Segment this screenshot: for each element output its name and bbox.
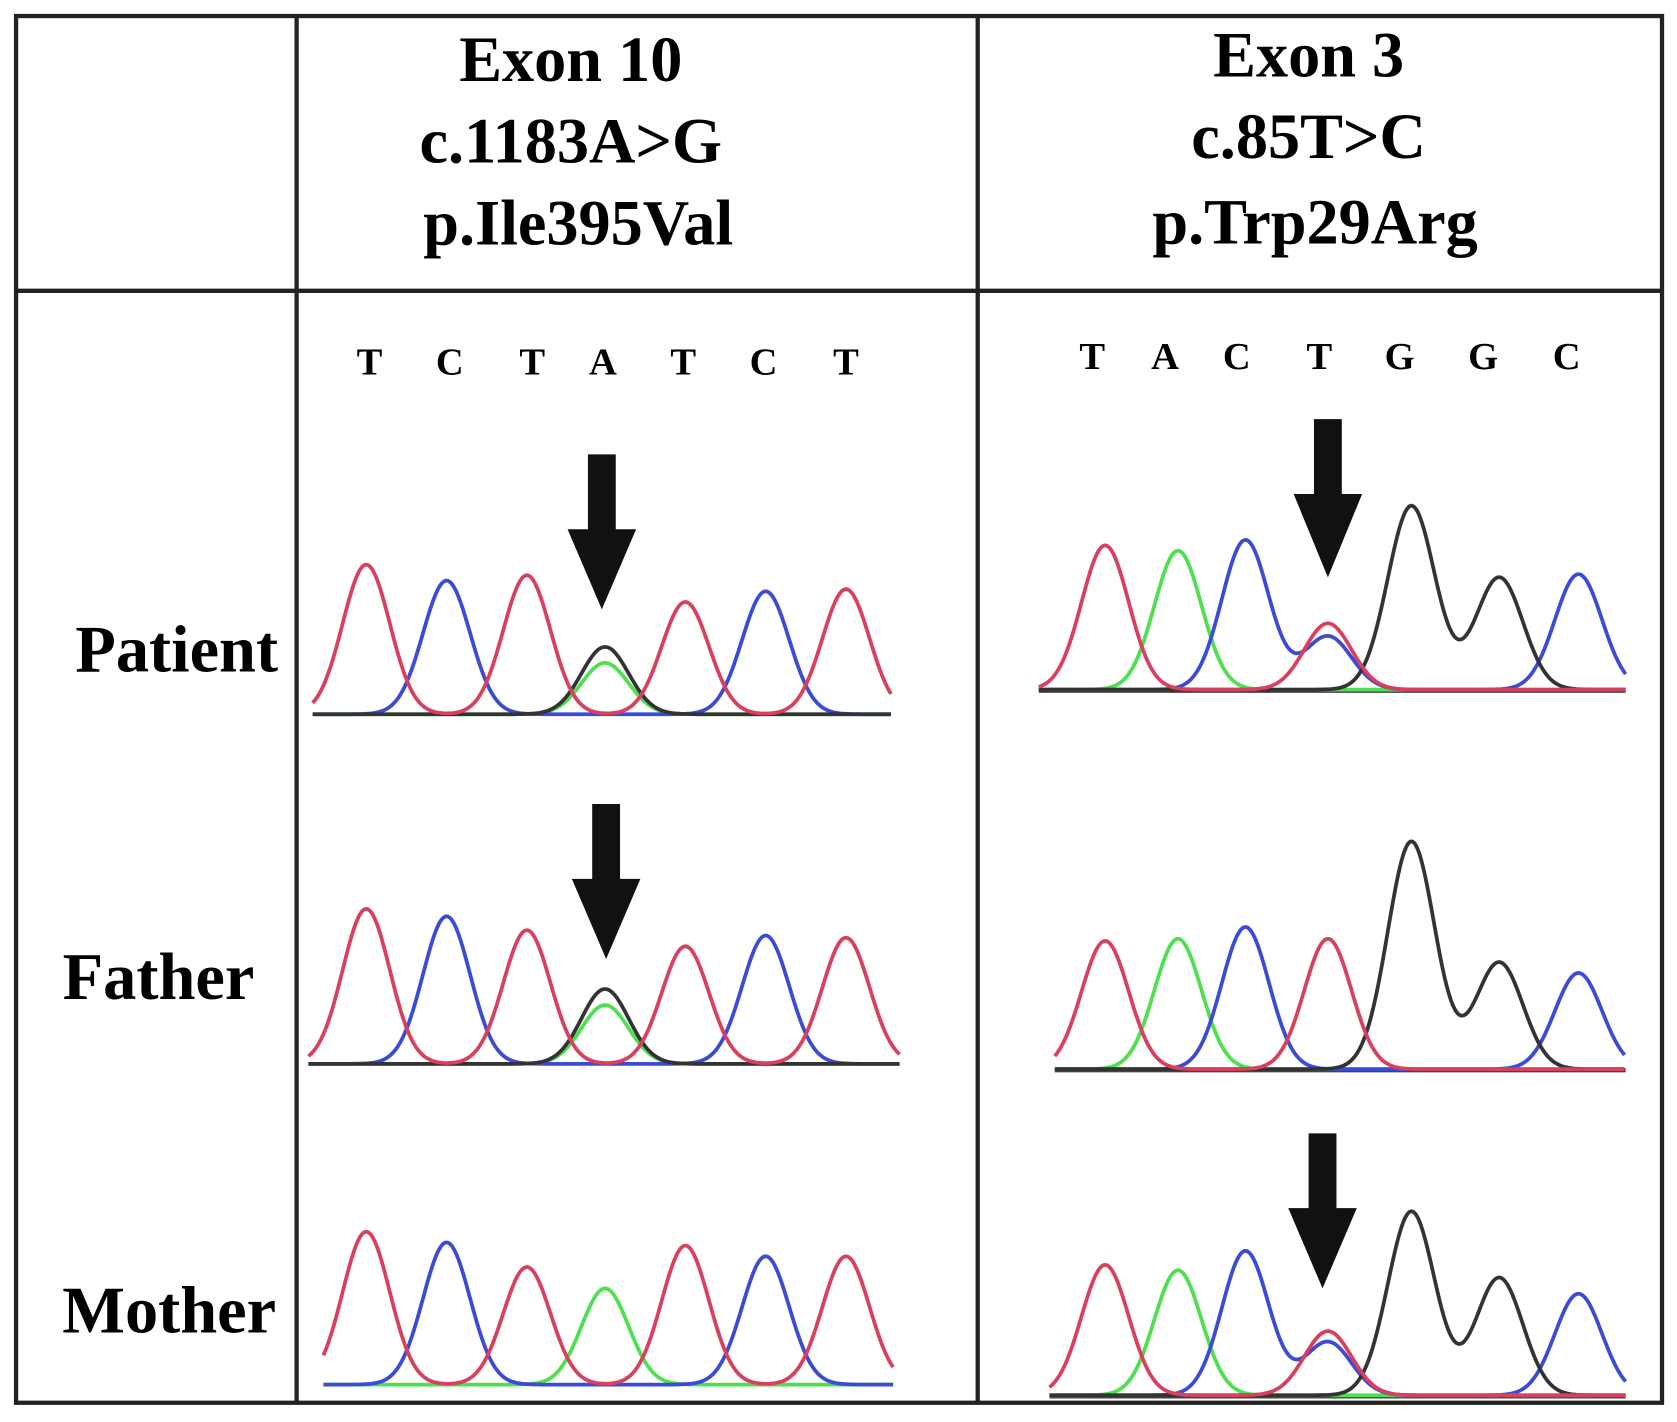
trace bbox=[323, 1240, 894, 1387]
trace bbox=[308, 987, 900, 1066]
base-letter: T bbox=[357, 342, 383, 384]
mutation-arrow bbox=[1293, 419, 1363, 578]
row-label: Mother bbox=[62, 1274, 276, 1347]
trace bbox=[1048, 1262, 1626, 1398]
trace bbox=[1038, 548, 1626, 692]
trace bbox=[323, 1286, 894, 1387]
column-header: Exon 3 bbox=[1213, 20, 1404, 91]
trace bbox=[1053, 936, 1625, 1072]
base-letter: C bbox=[1223, 336, 1251, 378]
arrows bbox=[567, 419, 1363, 1289]
base-letter: A bbox=[589, 342, 617, 384]
base-letter: T bbox=[833, 342, 859, 384]
base-letter: T bbox=[519, 342, 545, 384]
trace bbox=[311, 562, 893, 716]
base-letter: C bbox=[1553, 336, 1581, 378]
trace bbox=[1038, 543, 1626, 692]
trace bbox=[321, 1229, 895, 1386]
base-letter: A bbox=[1151, 336, 1179, 378]
row-label: Father bbox=[63, 941, 255, 1014]
table-border bbox=[13, 13, 1665, 1405]
trace bbox=[1054, 925, 1627, 1072]
base-letter: C bbox=[436, 342, 464, 384]
row-label: Patient bbox=[75, 614, 278, 687]
column-header: p.Trp29Arg bbox=[1152, 187, 1477, 258]
base-letter: G bbox=[1468, 336, 1498, 378]
trace bbox=[312, 645, 891, 717]
mutation-arrow bbox=[1288, 1133, 1357, 1289]
base-letter: T bbox=[1079, 336, 1105, 378]
mutation-arrow bbox=[567, 454, 637, 610]
trace bbox=[1038, 503, 1626, 692]
trace bbox=[308, 1003, 900, 1066]
column-header: p.Ile395Val bbox=[423, 188, 733, 259]
trace bbox=[1049, 1209, 1626, 1398]
base-letter: C bbox=[750, 342, 778, 384]
column-header: c.1183A>G bbox=[420, 105, 722, 176]
chromatograms bbox=[307, 503, 1628, 1399]
trace bbox=[1049, 1268, 1626, 1398]
base-letter: T bbox=[1306, 336, 1332, 378]
column-header: Exon 10 bbox=[459, 24, 682, 95]
trace bbox=[307, 906, 901, 1065]
column-header: c.85T>C bbox=[1191, 101, 1426, 172]
base-letter: T bbox=[670, 342, 696, 384]
base-letter: G bbox=[1385, 336, 1415, 378]
mutation-arrow bbox=[571, 804, 641, 960]
trace bbox=[1054, 839, 1625, 1072]
table-grid bbox=[13, 13, 1665, 1405]
